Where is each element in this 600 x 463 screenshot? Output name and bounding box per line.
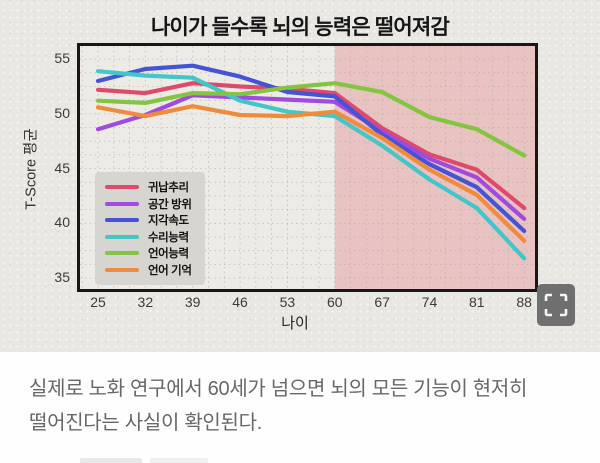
cropped-next-content — [150, 458, 208, 463]
legend-label: 공간 방위 — [148, 198, 192, 211]
x-tick-label: 32 — [137, 294, 154, 310]
y-tick-label: 45 — [54, 159, 70, 176]
y-tick-label: 40 — [54, 214, 70, 231]
legend-item: 언어능력 — [105, 245, 192, 262]
x-tick-label: 25 — [90, 294, 106, 310]
legend-item: 귀납추리 — [105, 179, 192, 196]
legend-swatch-numeric-ability — [105, 234, 139, 239]
series-line-verbal-ability — [95, 81, 527, 158]
chart-panel: 나이가 들수록 뇌의 능력은 떨어져감 T-Score 평균 35 40 45 50 5… — [0, 0, 600, 352]
legend-swatch-spatial-orientation — [105, 201, 139, 206]
fullscreen-button[interactable] — [537, 284, 575, 326]
legend-swatch-verbal-ability — [105, 251, 139, 256]
legend-item: 공간 방위 — [105, 196, 192, 213]
x-tick-label: 53 — [279, 294, 296, 310]
legend-swatch-perceptual-speed — [105, 218, 139, 223]
caption-line-2: 떨어진다는 사실이 확인된다. — [29, 412, 262, 434]
chart-title: 나이가 들수록 뇌의 능력은 떨어져감 — [151, 16, 450, 39]
y-tick-label: 35 — [54, 269, 70, 286]
caption-panel: 실제로 노화 연구에서 60세가 넘으면 뇌의 모든 기능이 현저히 떨어진다는… — [0, 352, 600, 463]
legend-label: 지각속도 — [148, 215, 189, 228]
x-tick-label: 60 — [326, 294, 343, 310]
x-tick-label: 81 — [469, 294, 485, 310]
x-tick-label: 67 — [374, 294, 390, 310]
y-tick-label: 55 — [54, 50, 70, 67]
legend: 귀납추리 공간 방위 지각속도 수리능력 언어능력 언어 기억 — [95, 172, 205, 285]
legend-swatch-verbal-memory — [105, 267, 139, 272]
legend-label: 언어능력 — [148, 248, 189, 261]
legend-label: 귀납추리 — [148, 182, 189, 195]
legend-item: 언어 기억 — [105, 262, 192, 279]
caption-text: 실제로 노화 연구에서 60세가 넘으면 뇌의 모든 기능이 현저히 떨어진다는… — [29, 372, 584, 440]
x-tick-label: 74 — [421, 294, 438, 310]
series-line-verbal-memory — [95, 104, 527, 243]
x-tick-label: 39 — [184, 294, 201, 310]
series-line-perceptual-speed — [95, 63, 527, 234]
series-line-inductive-reasoning — [95, 81, 527, 211]
series-line-spatial-orientation — [95, 93, 527, 221]
x-tick-label: 46 — [232, 294, 248, 310]
legend-swatch-inductive-reasoning — [105, 185, 139, 190]
x-axis-title: 나이 — [281, 315, 309, 332]
legend-label: 수리능력 — [148, 231, 189, 244]
caption-line-1: 실제로 노화 연구에서 60세가 넘으면 뇌의 모든 기능이 현저히 — [29, 378, 528, 400]
y-tick-label: 50 — [54, 104, 70, 121]
legend-item: 지각속도 — [105, 212, 192, 229]
cropped-next-content — [80, 458, 142, 463]
legend-label: 언어 기억 — [148, 264, 192, 277]
fullscreen-icon — [544, 293, 568, 317]
legend-item: 수리능력 — [105, 229, 192, 246]
x-tick-label: 88 — [516, 294, 532, 310]
